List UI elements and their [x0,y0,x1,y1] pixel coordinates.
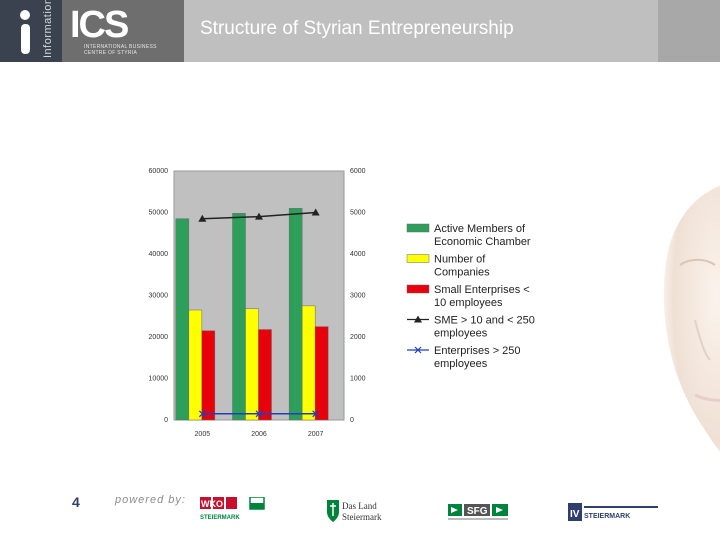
y-left-tick-label: 50000 [149,210,169,217]
logo-line-1: INTERNATIONAL BUSINESS [84,44,157,50]
y-right-tick-label: 3000 [350,293,366,300]
legend-label-1: Number of Companies [434,254,490,279]
legend-label-2: Small Enterprises <10 employees [434,284,530,309]
y-left-tick-label: 20000 [149,334,169,341]
header-right-strip [658,0,720,62]
y-left-tick-label: 10000 [149,376,169,383]
point-sme-2005 [198,214,207,222]
bar-2-2006 [258,329,272,421]
svg-text:WKO: WKO [201,499,223,509]
portrait-decoration [663,185,720,452]
legend-swatch-2 [406,284,430,294]
point-large-2006 [255,410,263,418]
svg-text:STEIERMARK: STEIERMARK [200,515,240,521]
legend-swatch-0 [406,223,430,233]
svg-text:IV: IV [570,509,580,520]
logo-box [62,0,184,62]
page-number: 4 [72,494,80,510]
page-title: Structure of Styrian Entrepreneurship [200,18,514,39]
x-tick-label: 2005 [195,431,211,438]
svg-text:SFG: SFG [467,506,488,517]
bar-0-2007 [288,208,303,421]
bar-0-2005 [175,218,190,421]
svg-text:Das Land: Das Land [342,501,377,511]
y-left-tick-label: 60000 [149,168,169,175]
y-right-tick-label: 4000 [350,251,366,258]
svg-text:STEIERMARK: STEIERMARK [584,513,630,520]
y-right-tick-label: 0 [350,417,354,424]
y-left-tick-label: 0 [164,417,168,424]
legend-label-0: Active Members of Economic Chamber [434,223,531,248]
iv-steiermark-logo: IV STEIERMARK [568,503,658,521]
bar-2-2005 [201,330,216,421]
powered-by-label: powered by: [115,494,186,506]
legend-marker-x [414,346,422,354]
point-large-2007 [312,410,320,418]
legend-marker-triangle [414,315,422,323]
legend-label-4: Enterprises > 250 employees [434,345,521,370]
das-land-steiermark-logo: Das Land Steiermark [327,500,382,522]
wko-logo: WKO STEIERMARK [200,497,265,521]
point-large-2005 [198,410,206,418]
y-left-tick-label: 40000 [149,251,169,258]
logo-line-2: CENTRE OF STYRIA [84,50,138,56]
bar-1-2006 [245,308,259,421]
title-bar [184,0,658,62]
y-right-tick-label: 1000 [350,376,366,383]
svg-text:Steiermark: Steiermark [342,512,382,522]
x-tick-label: 2006 [251,431,267,438]
y-right-tick-label: 5000 [350,210,366,217]
point-sme-2006 [255,212,263,220]
y-left-tick-label: 30000 [149,293,169,300]
bar-0-2006 [232,213,246,421]
x-tick-label: 2007 [308,431,324,438]
bar-1-2005 [188,309,203,421]
point-sme-2007 [311,208,320,216]
bar-1-2007 [301,305,316,421]
sfg-logo: SFG [448,504,508,520]
info-strip [0,0,62,62]
info-icon [20,10,30,54]
ics-logo: ICS [70,4,129,46]
header-bar: Information ICS INTERNATIONAL BUSINESS C… [0,0,720,62]
legend-label-3: SME > 10 and < 250 employees [434,315,535,340]
bar-2-2007 [314,326,329,421]
legend-swatch-1 [406,254,430,263]
y-right-tick-label: 2000 [350,334,366,341]
y-right-tick-label: 6000 [350,168,366,175]
